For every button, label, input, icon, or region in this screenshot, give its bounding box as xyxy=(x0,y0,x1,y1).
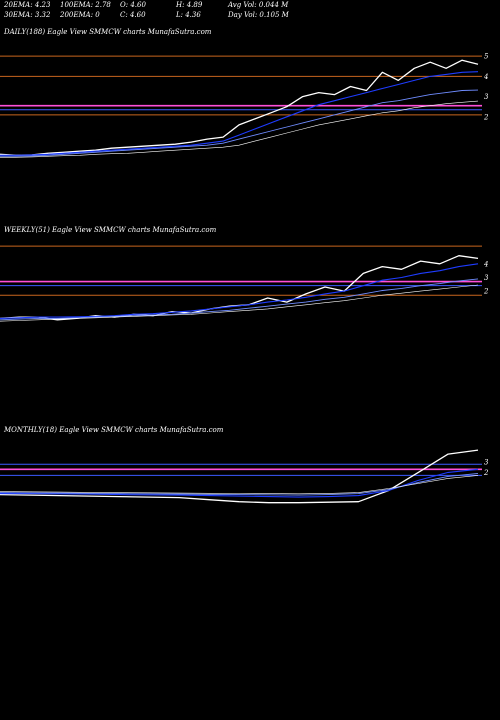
daily-ema-long-line xyxy=(0,100,479,158)
weekly-ema-short-line xyxy=(0,263,479,319)
weekly-y-tick-label: 2 xyxy=(483,288,489,296)
high-readout: H: 4.89 xyxy=(176,1,203,9)
indicator-header: 20EMA: 4.23 100EMA: 2.78 O: 4.60 H: 4.89… xyxy=(0,0,500,20)
ema20-readout: 20EMA: 4.23 xyxy=(4,1,51,9)
daily-y-tick-label: 4 xyxy=(483,73,488,81)
weekly-y-tick-label: 3 xyxy=(484,274,489,282)
monthly-y-tick-label: 2 xyxy=(483,469,489,477)
weekly-chart: 4 3 2 xyxy=(0,245,489,322)
daily-price-line xyxy=(0,59,479,156)
monthly-panel-title: MONTHLY(18) Eagle View SMMCW charts Muna… xyxy=(4,426,224,434)
ema200-readout: 200EMA: 0 xyxy=(60,11,100,19)
open-readout: O: 4.60 xyxy=(120,1,146,9)
monthly-chart: 32 xyxy=(0,449,489,504)
monthly-ema-long-line xyxy=(0,475,479,495)
monthly-price-line xyxy=(0,449,479,504)
daily-ema-mid-line xyxy=(0,89,479,157)
low-readout: L: 4.36 xyxy=(176,11,201,19)
weekly-ema-long-line xyxy=(0,284,479,322)
weekly-ema-mid-line xyxy=(0,278,479,321)
monthly-y-tick-label: 3 xyxy=(484,459,489,467)
daily-y-tick-label: 3 xyxy=(484,93,489,101)
daily-y-tick-label: 2 xyxy=(483,113,489,121)
daily-panel-title: DAILY(188) Eagle View SMMCW charts Munaf… xyxy=(4,28,212,36)
avg-vol-readout: Avg Vol: 0.044 M xyxy=(228,1,289,9)
daily-chart: 5 4 3 2 xyxy=(0,53,489,158)
weekly-y-tick-label: 4 xyxy=(483,260,488,268)
monthly-ema-mid-line xyxy=(0,472,479,496)
day-vol-readout: Day Vol: 0.105 M xyxy=(228,11,289,19)
ema30-readout: 30EMA: 3.32 xyxy=(4,11,51,19)
weekly-panel-title: WEEKLY(51) Eagle View SMMCW charts Munaf… xyxy=(4,226,217,234)
close-readout: C: 4.60 xyxy=(120,11,146,19)
daily-y-tick-label: 5 xyxy=(484,53,489,61)
daily-ema-short-line xyxy=(0,71,479,156)
ema100-readout: 100EMA: 2.78 xyxy=(60,1,111,9)
